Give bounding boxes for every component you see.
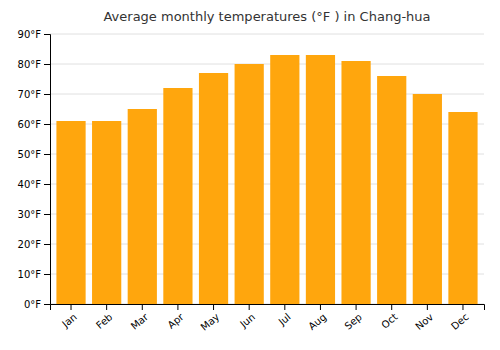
tick-mark xyxy=(44,274,50,275)
y-tick: 90°F xyxy=(18,29,50,40)
x-tick: Dec xyxy=(449,304,471,332)
bar xyxy=(235,64,264,304)
grid-line xyxy=(50,34,484,35)
tick-label: 30°F xyxy=(18,209,42,220)
bar xyxy=(163,88,192,304)
y-tick: 10°F xyxy=(18,269,50,280)
y-tick: 70°F xyxy=(18,89,50,100)
tick-mark xyxy=(44,154,50,155)
x-tick: May xyxy=(198,304,221,333)
x-tick: Jul xyxy=(276,304,293,328)
tick-label: Jun xyxy=(237,311,257,330)
y-tick: 80°F xyxy=(18,59,50,70)
tick-mark xyxy=(44,184,50,185)
y-axis: 0°F 10°F 20°F 30°F 40°F 50°F 60°F 70°F 80°F 90°F xyxy=(18,29,51,310)
tick-label: 90°F xyxy=(18,29,42,40)
tick-mark xyxy=(462,304,463,310)
grid xyxy=(50,34,484,304)
tick-label: 70°F xyxy=(18,89,42,100)
tick-mark xyxy=(44,34,50,35)
tick-label: Jul xyxy=(276,311,293,328)
x-tick: Jan xyxy=(59,304,79,330)
tick-mark xyxy=(320,304,321,310)
tick-mark xyxy=(44,124,50,125)
bar xyxy=(377,76,406,304)
tick-label: Apr xyxy=(165,311,186,331)
x-tick: Aug xyxy=(306,304,328,332)
x-tick: Mar xyxy=(129,304,151,332)
tick-label: 20°F xyxy=(18,239,42,250)
tick-mark xyxy=(427,304,428,310)
tick-mark xyxy=(106,304,107,310)
y-tick: 50°F xyxy=(18,149,50,160)
bar xyxy=(128,109,157,304)
x-axis: Jan Feb Mar Apr May Jun Jul Aug Sep Oct Nov Dec xyxy=(51,304,485,333)
axis-line xyxy=(51,305,485,311)
x-tick: Sep xyxy=(342,304,364,332)
y-tick: 30°F xyxy=(18,209,50,220)
tick-mark xyxy=(44,214,50,215)
x-tick: Feb xyxy=(94,304,115,331)
tick-label: Oct xyxy=(379,311,399,331)
bar xyxy=(92,121,121,304)
y-tick: 60°F xyxy=(18,119,50,130)
bar xyxy=(306,55,335,304)
tick-label: Aug xyxy=(306,311,328,332)
bar xyxy=(56,121,85,304)
tick-label: 0°F xyxy=(24,299,41,310)
x-tick: Apr xyxy=(165,304,186,331)
title: Average monthly temperatures (°F ) in Ch… xyxy=(103,9,430,24)
tick-label: 50°F xyxy=(18,149,42,160)
tick-label: May xyxy=(198,311,221,333)
tick-label: 10°F xyxy=(18,269,42,280)
y-tick: 0°F xyxy=(24,299,50,310)
tick-label: 40°F xyxy=(18,179,42,190)
tick-label: Dec xyxy=(449,311,471,332)
tick-label: Mar xyxy=(129,311,151,332)
bar xyxy=(413,94,442,304)
bar xyxy=(341,61,370,304)
tick-label: 60°F xyxy=(18,119,42,130)
tick-mark xyxy=(356,304,357,310)
y-tick: 20°F xyxy=(18,239,50,250)
axis-line xyxy=(44,35,51,305)
tick-mark xyxy=(44,304,50,305)
x-tick: Oct xyxy=(379,304,399,331)
x-tick: Jun xyxy=(237,304,257,330)
tick-mark xyxy=(249,304,250,310)
bar xyxy=(199,73,228,304)
tick-mark xyxy=(177,304,178,310)
tick-mark xyxy=(44,94,50,95)
tick-label: Sep xyxy=(342,311,364,332)
tick-mark xyxy=(44,244,50,245)
chart: 0°F 10°F 20°F 30°F 40°F 50°F 60°F 70°F 80°F 90°F J… xyxy=(0,0,500,350)
tick-mark xyxy=(284,304,285,310)
tick-label: Jan xyxy=(59,311,79,330)
bars xyxy=(56,55,477,304)
tick-mark xyxy=(142,304,143,310)
grid-line xyxy=(50,64,484,65)
tick-label: 80°F xyxy=(18,59,42,70)
tick-mark xyxy=(44,64,50,65)
tick-mark xyxy=(71,304,72,310)
tick-label: Feb xyxy=(94,311,115,331)
x-tick: Nov xyxy=(413,304,435,332)
tick-mark xyxy=(213,304,214,310)
tick-mark xyxy=(391,304,392,310)
y-tick: 40°F xyxy=(18,179,50,190)
tick-label: Nov xyxy=(413,311,435,332)
bar xyxy=(448,112,477,304)
bar xyxy=(270,55,299,304)
